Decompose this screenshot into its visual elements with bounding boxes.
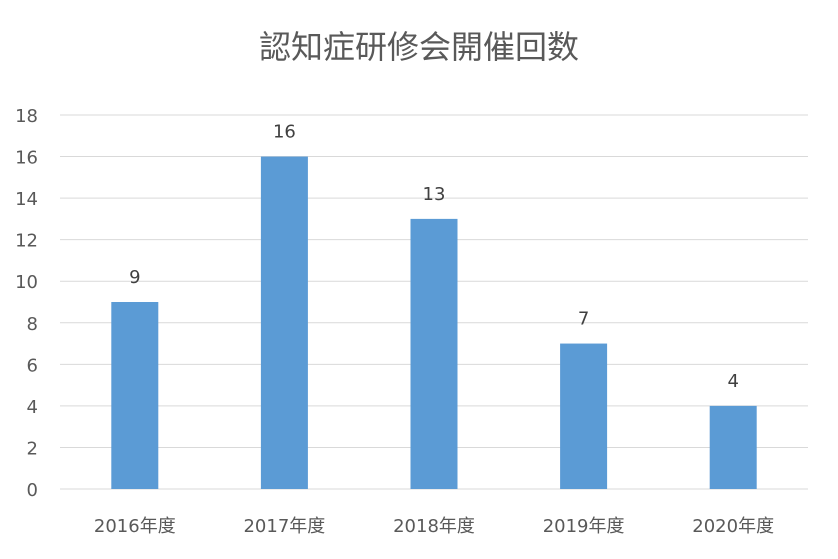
x-tick-label: 2019年度 (543, 516, 625, 537)
bar (560, 343, 608, 489)
y-tick-label: 16 (15, 148, 38, 169)
x-tick-label: 2017年度 (243, 516, 325, 537)
bar (260, 156, 308, 490)
y-tick-label: 10 (15, 272, 38, 293)
y-tick-label: 8 (27, 314, 38, 335)
bar (410, 218, 458, 489)
y-tick-label: 14 (15, 189, 38, 210)
chart-title: 認知症研修会開催回数 (258, 28, 579, 66)
data-label: 9 (129, 267, 140, 288)
data-label: 16 (273, 122, 296, 143)
y-tick-label: 18 (15, 106, 38, 127)
x-tick-label: 2016年度 (94, 516, 176, 537)
data-label: 4 (727, 371, 738, 392)
y-tick-label: 6 (27, 355, 38, 376)
y-tick-label: 4 (27, 397, 38, 418)
bar (709, 405, 757, 489)
y-tick-label: 0 (27, 480, 38, 501)
y-tick-label: 12 (15, 231, 38, 252)
bar (111, 302, 159, 489)
data-label: 7 (578, 309, 589, 330)
data-label: 13 (423, 184, 446, 205)
x-tick-label: 2018年度 (393, 516, 475, 537)
y-tick-label: 2 (27, 438, 38, 459)
x-tick-label: 2020年度 (692, 516, 774, 537)
